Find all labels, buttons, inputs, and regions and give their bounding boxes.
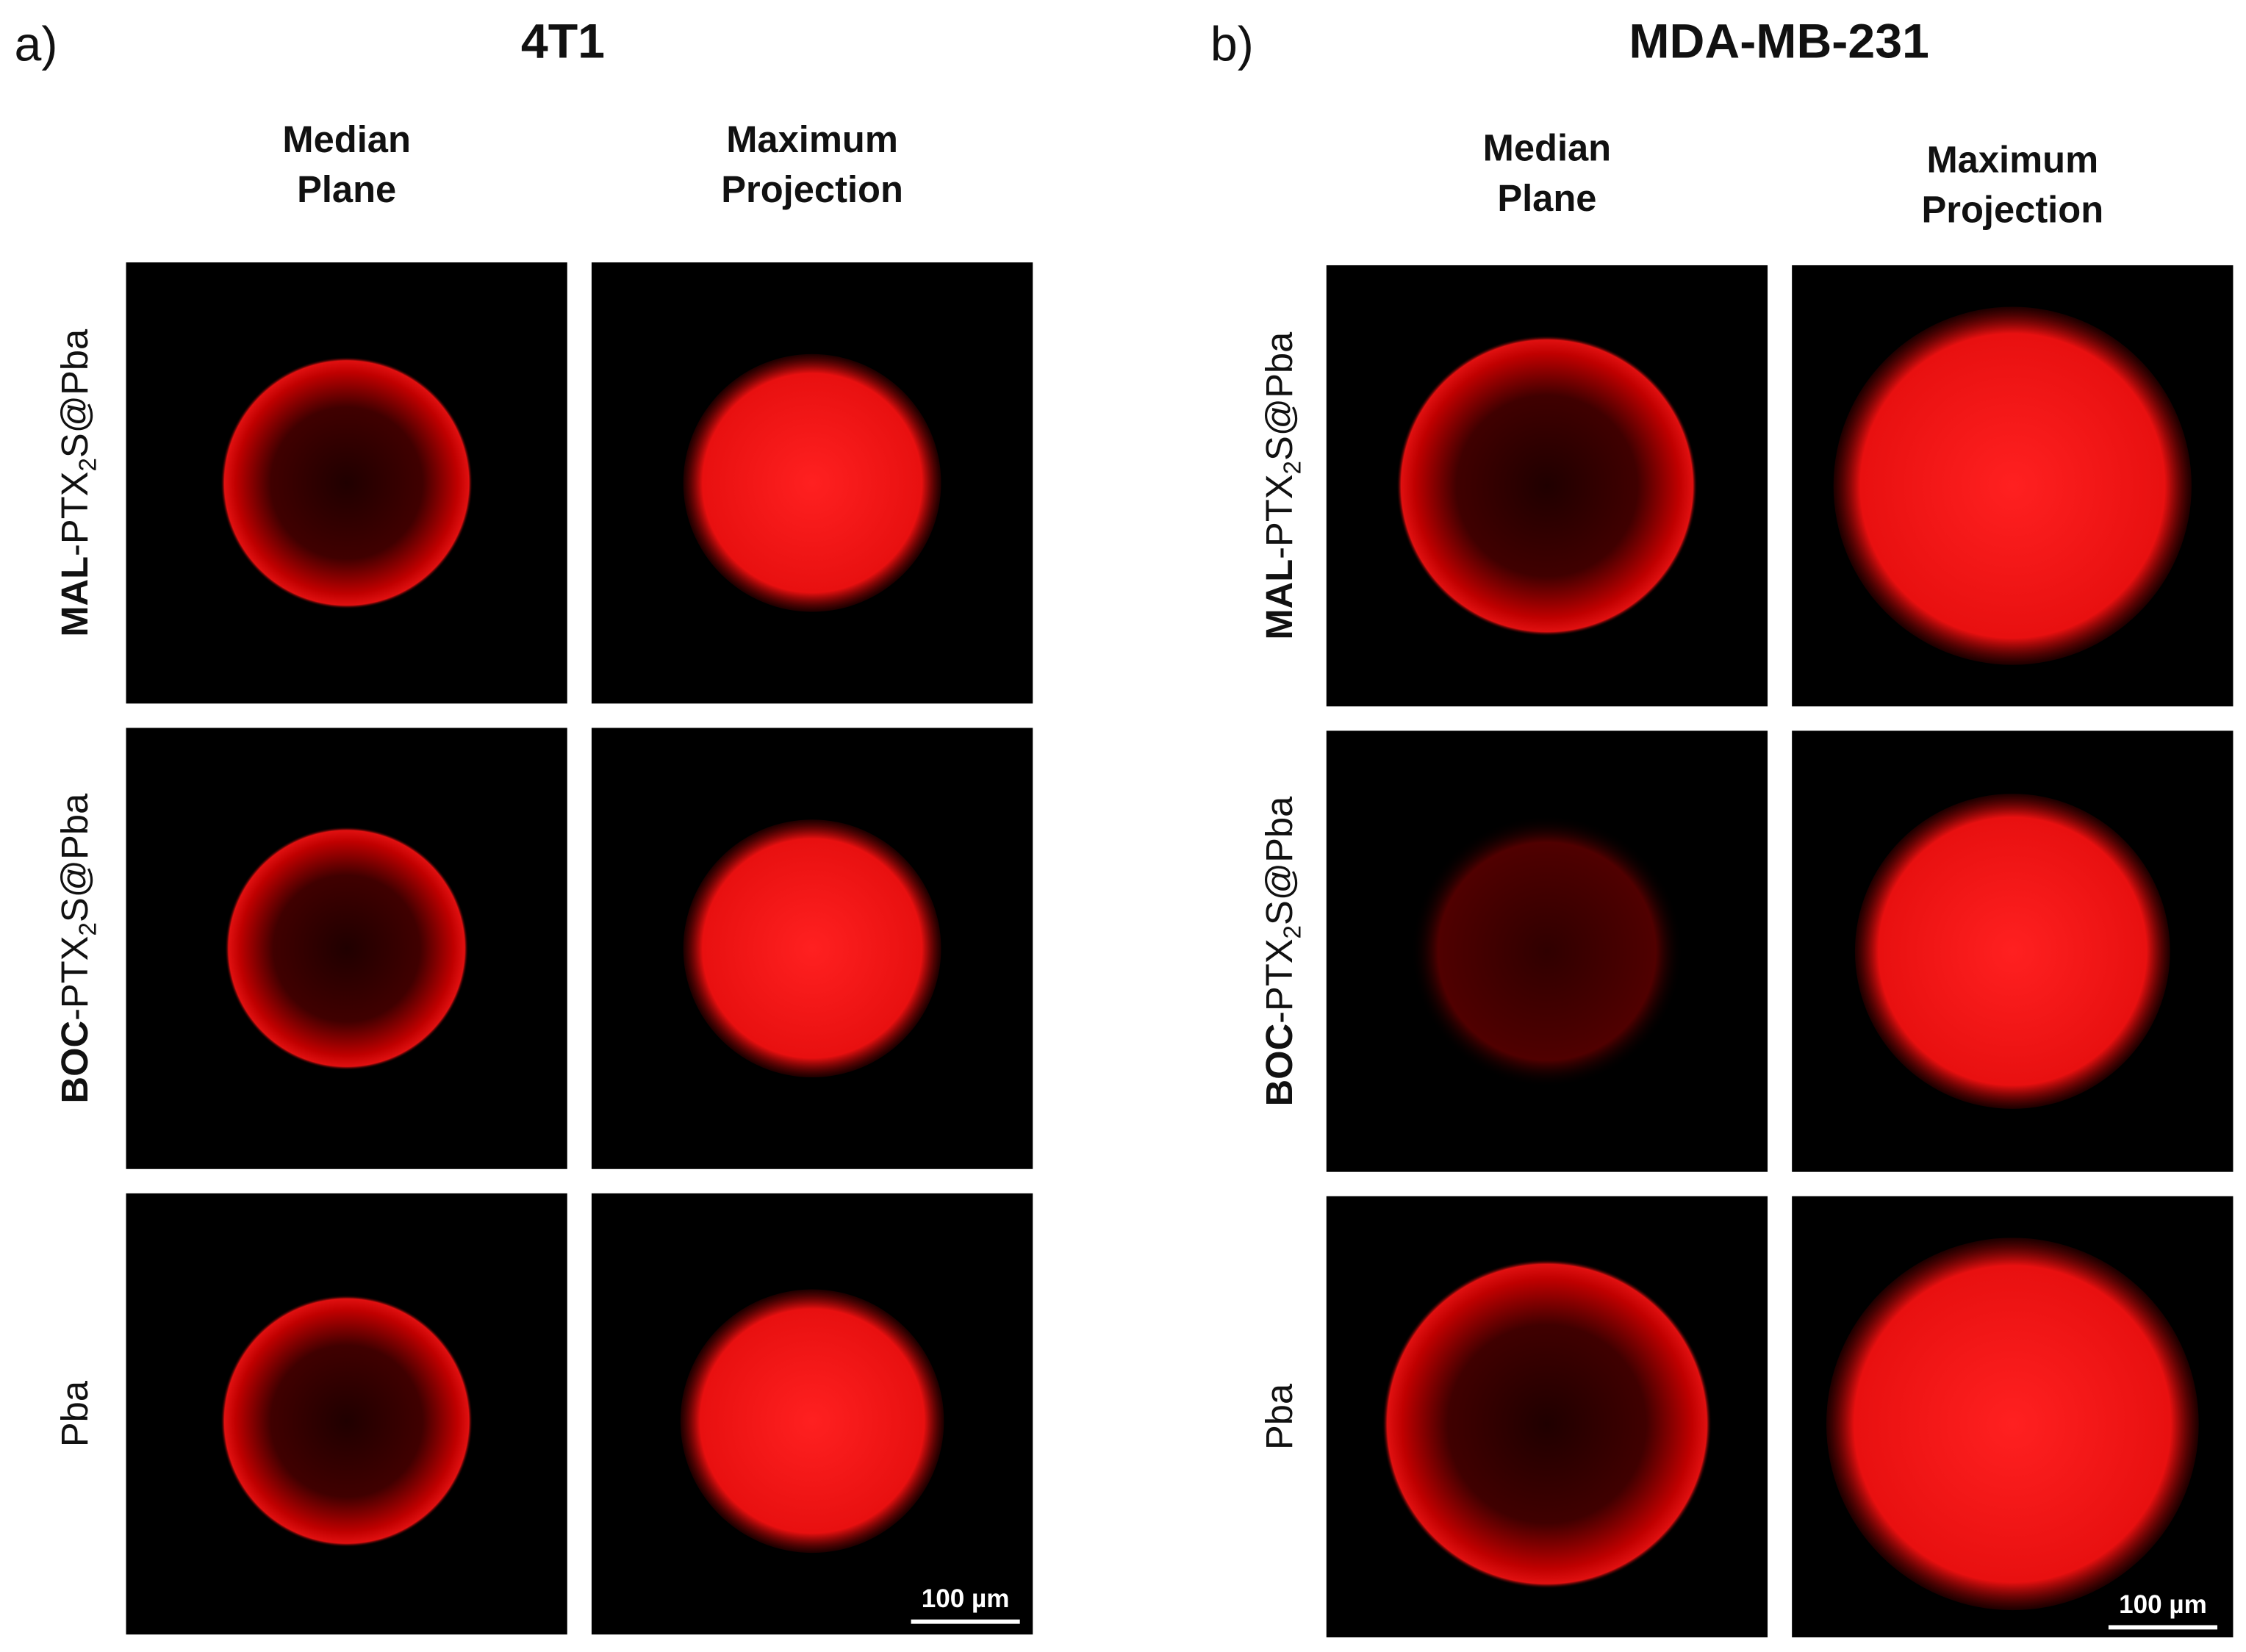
panel-letter: a)	[14, 17, 57, 71]
row-label: BOC-PTX2S@Pba	[54, 793, 102, 1104]
row-label-sub: 2	[1280, 461, 1307, 474]
row-label-text: Pba	[1258, 1383, 1300, 1450]
row-label-tail: S@Pba	[54, 793, 96, 922]
row-label-text: Pba	[54, 1380, 96, 1447]
row-label-text: -PTX	[54, 936, 96, 1021]
row-label: MAL-PTX2S@Pba	[54, 328, 102, 637]
row-label-bold: MAL	[1258, 559, 1300, 640]
row-label-text: -PTX	[54, 472, 96, 556]
spheroid	[1396, 335, 1698, 636]
spheroid	[680, 1289, 944, 1554]
row-label-bold: BOC	[54, 1021, 96, 1104]
panel-letter: b)	[1210, 17, 1254, 71]
column-header: Plane	[1497, 177, 1596, 219]
row-label-text: -PTX	[1258, 938, 1300, 1023]
row-label: Pba	[54, 1380, 96, 1447]
spheroid	[683, 819, 941, 1078]
column-header: Maximum	[726, 118, 898, 160]
scale-bar-label: 100 µm	[2119, 1590, 2207, 1619]
column-header: Maximum	[1926, 138, 2098, 180]
row-label: MAL-PTX2S@Pba	[1258, 331, 1307, 640]
spheroid	[1410, 815, 1684, 1088]
column-header: Plane	[297, 168, 396, 210]
row-label-sub: 2	[75, 922, 102, 935]
spheroid	[224, 826, 469, 1071]
row-label-bold: BOC	[1258, 1024, 1300, 1107]
spheroid	[683, 353, 941, 612]
row-label: BOC-PTX2S@Pba	[1258, 796, 1307, 1107]
spheroid	[1382, 1259, 1712, 1589]
spheroid	[1833, 306, 2192, 665]
column-header: Median	[282, 118, 411, 160]
column-header: Median	[1483, 127, 1612, 169]
row-label-sub: 2	[1280, 925, 1307, 938]
scale-bar-label: 100 µm	[922, 1584, 1010, 1613]
spheroid	[220, 356, 473, 609]
panel-title: MDA-MB-231	[1629, 14, 1929, 68]
row-label-text: -PTX	[1258, 474, 1300, 559]
column-header: Projection	[1921, 189, 2103, 231]
panel-title: 4T1	[521, 14, 605, 68]
spheroid	[1826, 1238, 2199, 1611]
row-label-tail: S@Pba	[1258, 796, 1300, 925]
column-header: Projection	[721, 168, 903, 210]
spheroid	[220, 1295, 473, 1548]
row-label: Pba	[1258, 1383, 1300, 1450]
row-label-tail: S@Pba	[1258, 331, 1300, 461]
spheroid	[1854, 794, 2170, 1109]
row-label-sub: 2	[75, 458, 102, 471]
row-label-tail: S@Pba	[54, 328, 96, 458]
row-label-bold: MAL	[54, 556, 96, 637]
